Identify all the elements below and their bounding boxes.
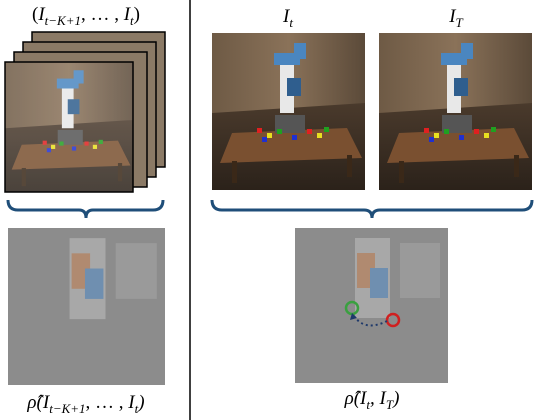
frames-label: (It−K+1, … , It) [32,4,140,28]
bracket [8,200,163,218]
label-part: , [370,388,380,409]
bracket [212,200,532,218]
label-part: ) [137,392,144,413]
label-part: ) [392,388,399,409]
flow-image [8,228,165,385]
label-part: t−K+1 [45,13,81,28]
label-part: T [456,15,464,30]
target-label: IT [448,6,463,30]
current-image [212,33,365,190]
figure: (It−K+1, … , It) ρ̂(It−K+1, … , It) It I… [0,0,534,420]
label-part: ρ̂( [344,388,362,409]
label-part: t−K+1 [49,401,85,416]
label-part: ρ̂( [26,392,44,413]
label-part: t [289,15,293,30]
left-output-label: ρ̂(It−K+1, … , It) [26,392,144,416]
target-image [379,33,532,190]
frame-stack [5,32,165,192]
flow-image [295,228,448,383]
current-label: It [282,6,293,30]
right-output-label: ρ̂(It, IT) [344,388,400,412]
label-part: , … , [86,392,129,413]
label-part: , … , [81,4,124,25]
label-part: ) [134,4,140,25]
